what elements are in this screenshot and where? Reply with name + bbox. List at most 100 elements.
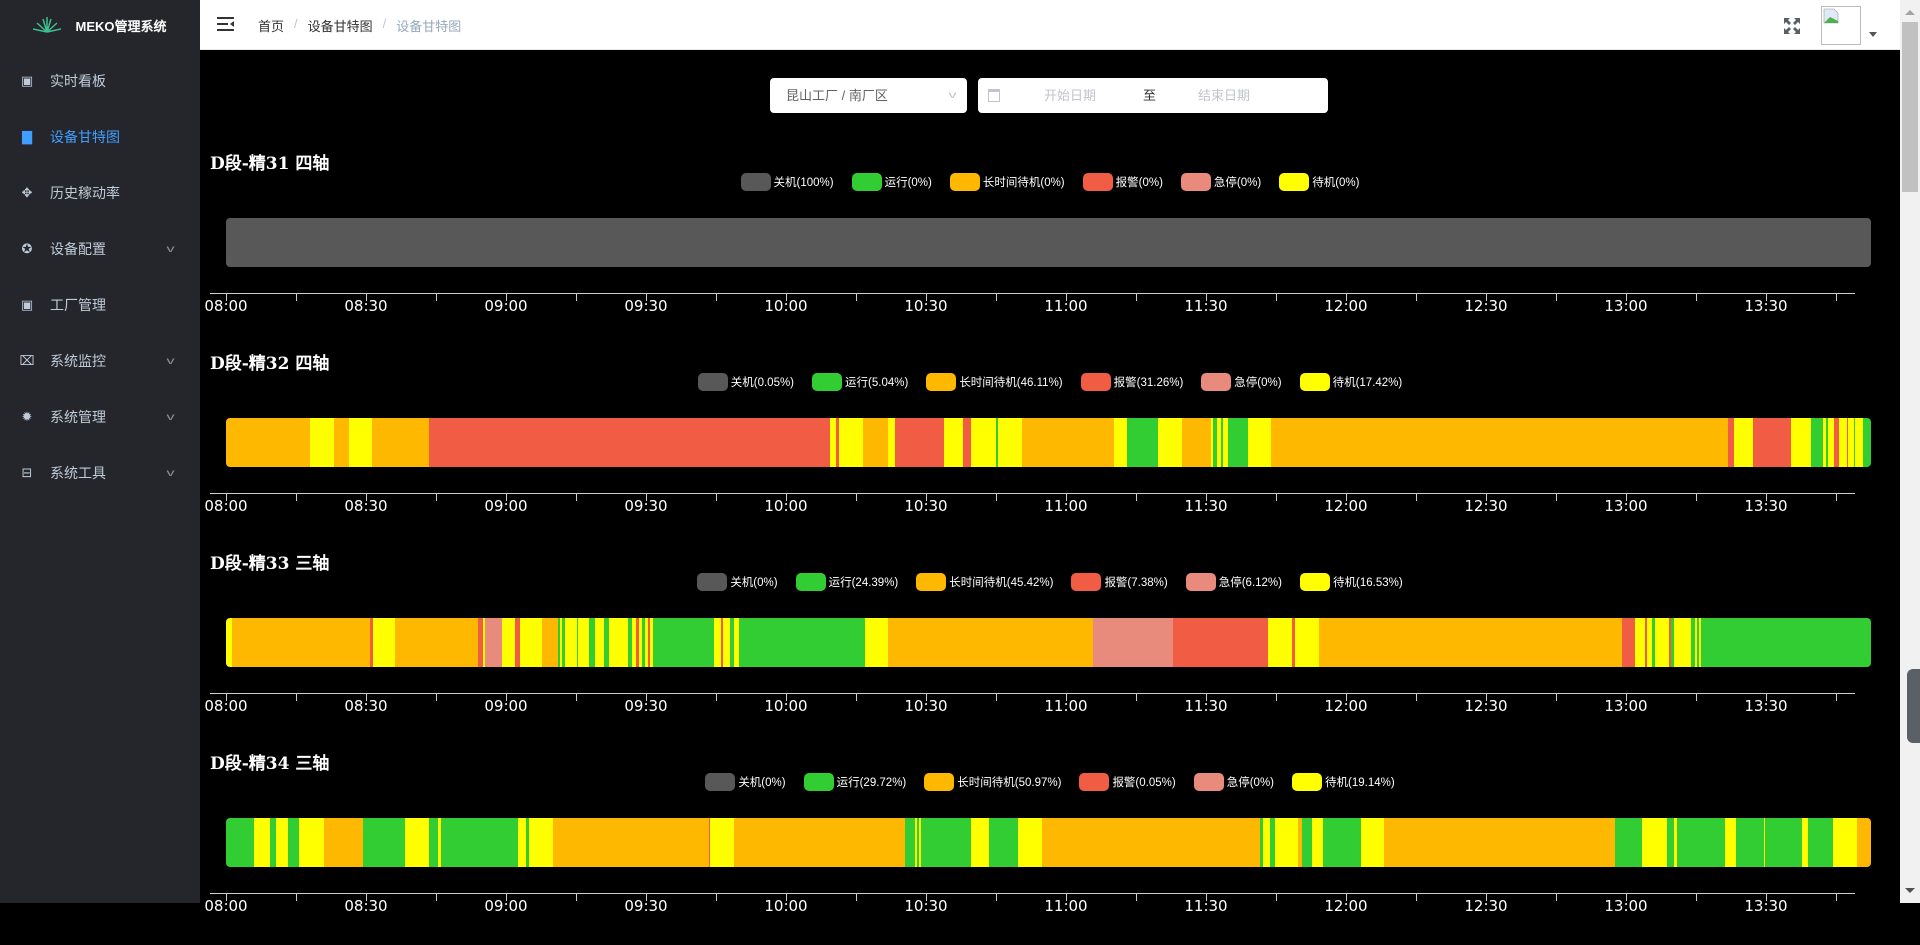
breadcrumb-gantt[interactable]: 设备甘特图 [307, 19, 373, 34]
segment-standby[interactable] [254, 818, 271, 867]
segment-run[interactable] [628, 618, 633, 667]
segment-run[interactable] [1301, 818, 1313, 867]
segment-long[interactable] [372, 418, 430, 467]
segment-standby[interactable] [1733, 418, 1753, 467]
segment-standby[interactable] [1655, 618, 1669, 667]
segment-standby[interactable] [644, 618, 648, 667]
segment-alarm[interactable] [835, 418, 839, 467]
legend-item-estop[interactable]: 急停(6.12%) [1185, 573, 1282, 591]
segment-standby[interactable] [1647, 618, 1653, 667]
segment-alarm[interactable] [1292, 618, 1296, 667]
segment-standby[interactable] [838, 418, 864, 467]
sidebar-item[interactable]: ⌧ 系统监控 v [0, 333, 200, 389]
scrollbar-thumb[interactable] [1902, 22, 1918, 192]
segment-standby[interactable] [1223, 418, 1228, 467]
segment-long[interactable] [394, 618, 479, 667]
sidebar-item[interactable]: ⊟ 系统工具 v [0, 445, 200, 501]
segment-run[interactable] [429, 818, 438, 867]
segment-standby[interactable] [709, 818, 735, 867]
legend-item-standby[interactable]: 待机(19.14%) [1292, 773, 1395, 791]
segment-run[interactable] [1269, 818, 1275, 867]
segment-standby[interactable] [1274, 818, 1299, 867]
segment-standby[interactable] [1763, 818, 1766, 867]
segment-run[interactable] [1670, 618, 1674, 667]
sidebar-item[interactable]: ✹ 系统管理 v [0, 389, 200, 445]
segment-run[interactable] [989, 818, 1018, 867]
segment-standby[interactable] [1847, 418, 1854, 467]
segment-run[interactable] [270, 818, 277, 867]
segment-run[interactable] [604, 618, 610, 667]
sidebar-item[interactable]: ✥ 历史稼动率 [0, 165, 200, 221]
legend-item-off[interactable]: 关机(0%) [705, 773, 786, 791]
page-scrollbar[interactable] [1900, 0, 1920, 903]
segment-alarm[interactable] [1644, 618, 1647, 667]
segment-long[interactable] [226, 418, 310, 467]
segment-standby[interactable] [1360, 818, 1385, 867]
legend-item-long[interactable]: 长时间待机(50.97%) [924, 773, 1061, 791]
legend-item-run[interactable]: 运行(24.39%) [795, 573, 898, 591]
segment-standby[interactable] [1673, 818, 1677, 867]
segment-standby[interactable] [1157, 418, 1183, 467]
segment-run[interactable] [1700, 618, 1871, 667]
segment-standby[interactable] [276, 818, 289, 867]
segment-run[interactable] [642, 618, 645, 667]
segment-run[interactable] [1260, 818, 1264, 867]
segment-standby[interactable] [1855, 418, 1864, 467]
segment-run[interactable] [1811, 418, 1823, 467]
segment-alarm[interactable] [1846, 418, 1848, 467]
segment-run[interactable] [1853, 418, 1856, 467]
segment-alarm[interactable] [1622, 618, 1635, 667]
segment-long[interactable] [1384, 818, 1616, 867]
segment-standby[interactable] [565, 618, 577, 667]
segment-run[interactable] [1736, 818, 1764, 867]
sidebar-item[interactable]: ▣ 工厂管理 [0, 277, 200, 333]
user-menu-caret-icon[interactable] [1869, 32, 1877, 37]
segment-alarm[interactable] [1752, 418, 1792, 467]
side-widget[interactable] [1907, 669, 1920, 743]
sidebar-item[interactable]: ✪ 设备配置 v [0, 221, 200, 277]
segment-standby[interactable] [405, 818, 429, 867]
segment-run[interactable] [1863, 418, 1871, 467]
start-date-input[interactable]: 开始日期 [1044, 88, 1097, 103]
segment-standby[interactable] [1828, 418, 1834, 467]
segment-standby[interactable] [560, 618, 562, 667]
legend-item-run[interactable]: 运行(0%) [851, 173, 932, 191]
legend-item-standby[interactable]: 待机(17.42%) [1299, 373, 1402, 391]
legend-item-alarm[interactable]: 报警(0%) [1082, 173, 1163, 191]
segment-run[interactable] [1807, 818, 1834, 867]
segment-standby[interactable] [348, 418, 373, 467]
segment-alarm[interactable] [370, 618, 373, 667]
segment-standby[interactable] [998, 418, 1023, 467]
legend-item-long[interactable]: 长时间待机(0%) [949, 173, 1065, 191]
segment-run[interactable] [652, 618, 714, 667]
segment-run[interactable] [363, 818, 406, 867]
segment-standby[interactable] [1791, 418, 1812, 467]
segment-alarm[interactable] [429, 418, 831, 467]
segment-standby[interactable] [864, 618, 889, 667]
segment-long[interactable] [1298, 818, 1302, 867]
segment-alarm[interactable] [647, 618, 651, 667]
segment-estop[interactable] [1092, 618, 1174, 667]
logo[interactable]: MEKO管理系统 [0, 0, 200, 50]
segment-standby[interactable] [914, 818, 917, 867]
segment-standby[interactable] [519, 618, 542, 667]
segment-run[interactable] [996, 418, 999, 467]
segment-long[interactable] [323, 818, 364, 867]
legend-item-long[interactable]: 长时间待机(45.42%) [916, 573, 1053, 591]
segment-standby[interactable] [1248, 418, 1271, 467]
segment-standby[interactable] [578, 618, 590, 667]
segment-run[interactable] [916, 818, 919, 867]
segment-standby[interactable] [632, 618, 636, 667]
legend-item-alarm[interactable]: 报警(7.38%) [1071, 573, 1168, 591]
segment-run[interactable] [1691, 618, 1696, 667]
segment-standby[interactable] [639, 618, 643, 667]
segment-standby[interactable] [1673, 618, 1692, 667]
segment-standby[interactable] [944, 418, 964, 467]
avatar[interactable] [1821, 6, 1861, 45]
legend-item-run[interactable]: 运行(29.72%) [803, 773, 906, 791]
legend-item-off[interactable]: 关机(100%) [740, 173, 834, 191]
legend-item-off[interactable]: 关机(0.05%) [697, 373, 794, 391]
segment-standby[interactable] [594, 618, 604, 667]
segment-alarm[interactable] [895, 418, 945, 467]
segment-run[interactable] [288, 818, 300, 867]
